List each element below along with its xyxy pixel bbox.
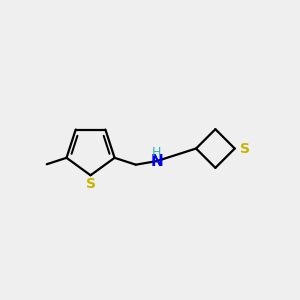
Text: H: H <box>152 146 162 159</box>
Text: S: S <box>240 142 250 155</box>
Text: N: N <box>150 154 163 169</box>
Text: S: S <box>85 177 96 190</box>
